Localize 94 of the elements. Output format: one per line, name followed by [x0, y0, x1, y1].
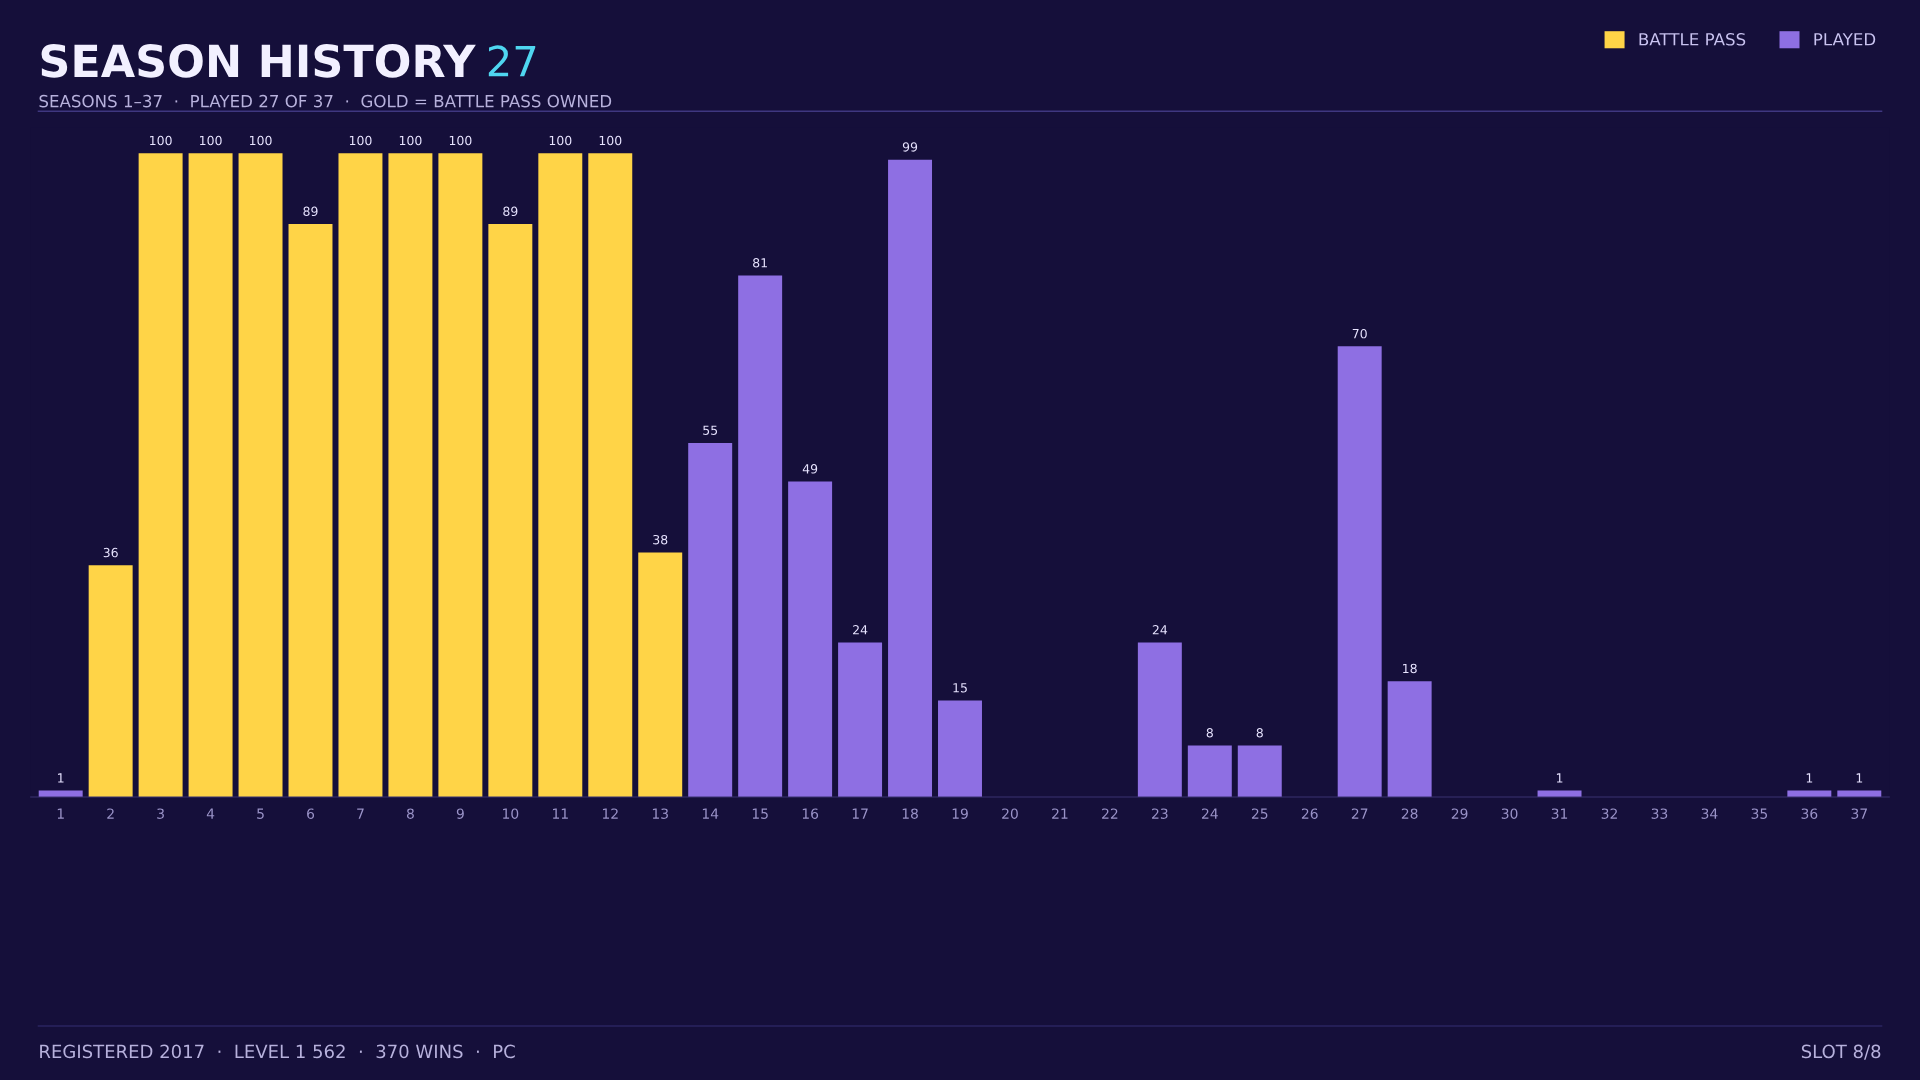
bar — [88, 565, 133, 798]
data-label: 70 — [1352, 328, 1367, 339]
bar — [588, 153, 633, 798]
x-tick-label: 24 — [1201, 808, 1218, 819]
x-tick-label: 20 — [1002, 808, 1018, 819]
bar — [138, 153, 183, 798]
x-tick-label: 21 — [1052, 808, 1068, 819]
x-tick-label: 18 — [902, 808, 918, 819]
x-tick-label: 19 — [952, 808, 968, 819]
bar — [388, 153, 433, 798]
data-label: 100 — [150, 135, 172, 146]
x-tick-label: 10 — [503, 808, 519, 819]
bar — [238, 153, 283, 798]
data-label: 38 — [653, 534, 668, 545]
x-tick-label: 5 — [257, 808, 264, 819]
data-label: 100 — [599, 135, 622, 146]
data-label: 81 — [753, 258, 767, 268]
x-tick-label: 2 — [107, 808, 114, 819]
x-tick-label: 29 — [1451, 808, 1468, 819]
x-tick-label: 27 — [1351, 808, 1368, 819]
bar — [538, 153, 583, 798]
x-tick-label: 9 — [456, 808, 464, 819]
bar — [188, 153, 233, 798]
x-tick-label: 17 — [852, 808, 868, 819]
data-label: 49 — [802, 464, 818, 474]
chart-subtitle: SEASONS 1–37 · PLAYED 27 OF 37 · GOLD = BATTLE PASS OWNED — [39, 94, 612, 108]
bar — [438, 153, 483, 798]
bar — [688, 442, 733, 798]
bar — [288, 224, 333, 798]
x-tick-label: 4 — [206, 808, 215, 819]
data-label: 100 — [549, 135, 572, 146]
x-tick-label: 35 — [1751, 808, 1767, 819]
bar — [888, 159, 933, 798]
x-tick-label: 32 — [1601, 808, 1617, 819]
x-tick-label: 11 — [553, 808, 568, 819]
x-tick-label: 8 — [406, 808, 414, 819]
data-label: 100 — [349, 135, 372, 146]
x-tick-label: 26 — [1301, 808, 1318, 819]
bar — [1387, 681, 1432, 798]
x-tick-label: 6 — [307, 808, 315, 819]
x-tick-label: 16 — [802, 808, 819, 819]
data-label: 8 — [1206, 728, 1213, 738]
data-label: 36 — [103, 547, 118, 558]
data-label: 89 — [503, 206, 518, 217]
bar — [1187, 745, 1232, 798]
data-label: 99 — [902, 142, 918, 152]
text: SLOT 8/8 — [1801, 1044, 1881, 1060]
x-tick-label: 12 — [602, 808, 618, 819]
data-label: 8 — [1256, 728, 1263, 738]
x-tick-label: 14 — [702, 808, 719, 819]
x-tick-label: 34 — [1701, 808, 1718, 819]
text: 27 — [488, 45, 536, 77]
data-label: 1 — [1856, 773, 1863, 783]
x-tick-label: 37 — [1851, 808, 1867, 819]
x-tick-label: 25 — [1251, 808, 1268, 819]
x-tick-label: 15 — [752, 808, 768, 819]
bar — [1337, 346, 1382, 798]
data-label: 100 — [449, 135, 472, 146]
x-tick-label: 1 — [57, 808, 64, 819]
data-label: 1 — [1806, 773, 1813, 783]
x-tick-label: 3 — [157, 808, 164, 819]
bar — [938, 700, 982, 798]
x-tick-label: 13 — [652, 808, 668, 819]
data-label: 15 — [953, 683, 967, 693]
x-tick-label: 33 — [1651, 808, 1668, 819]
x-tick-label: 7 — [357, 808, 364, 819]
bar — [1137, 642, 1182, 798]
text: REGISTERED 2017 · LEVEL 1 562 · 370 WINS · PC — [40, 1044, 515, 1059]
bar — [488, 224, 533, 798]
data-label: 100 — [200, 135, 222, 146]
data-label: 100 — [249, 135, 272, 146]
data-label: 1 — [1556, 773, 1563, 783]
bar — [788, 481, 833, 798]
x-tick-label: 31 — [1551, 808, 1568, 819]
data-label: 89 — [303, 206, 318, 217]
data-label: 18 — [1403, 663, 1417, 674]
data-label: 100 — [399, 135, 422, 146]
x-tick-label: 28 — [1401, 808, 1418, 819]
bar — [1237, 745, 1282, 798]
bar — [638, 552, 683, 798]
chart-title: SEASON HISTORY — [41, 44, 476, 78]
data-label: 55 — [703, 425, 718, 435]
bar — [838, 642, 883, 798]
legend-label: PLAYED — [1814, 33, 1876, 46]
data-label: 24 — [1152, 625, 1168, 635]
data-label: 24 — [853, 625, 868, 635]
x-tick-label: 30 — [1501, 808, 1518, 819]
data-label: 1 — [58, 773, 64, 783]
x-tick-label: 22 — [1102, 808, 1118, 819]
legend-label: BATTLE PASS — [1639, 33, 1746, 46]
bar — [738, 275, 783, 798]
x-tick-label: 23 — [1152, 808, 1168, 819]
bar — [338, 153, 383, 798]
x-tick-label: 36 — [1801, 808, 1818, 819]
